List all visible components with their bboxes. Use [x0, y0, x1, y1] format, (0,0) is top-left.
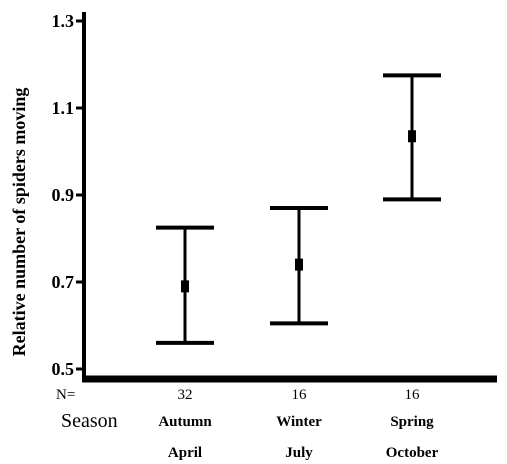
n-value-label: 16: [292, 387, 308, 403]
n-value-label: 16: [405, 387, 421, 403]
mean-marker: [408, 130, 416, 143]
y-axis-ticks: 0.5 0.7 0.9 1.1 1.3: [52, 11, 84, 379]
y-tick-label: 0.9: [52, 185, 75, 205]
month-label: April: [168, 445, 202, 461]
y-tick-label: 0.5: [52, 359, 75, 379]
season-row-label: Season: [61, 410, 118, 432]
season-label: Autumn: [158, 414, 212, 430]
month-label: October: [386, 445, 439, 461]
y-tick-label: 0.7: [52, 272, 75, 292]
mean-marker: [295, 258, 303, 271]
y-tick-label: 1.1: [52, 98, 75, 118]
month-label: July: [285, 445, 313, 461]
y-axis-label: Relative number of spiders moving: [9, 88, 29, 357]
season-label: Spring: [390, 414, 434, 430]
mean-marker: [181, 280, 189, 293]
category-labels: 32 Autumn April 16 Winter July 16 Spring October: [158, 387, 438, 461]
n-row-label: N=: [56, 387, 75, 403]
season-label: Winter: [276, 414, 322, 430]
y-tick-label: 1.3: [52, 11, 75, 31]
error-bars: [156, 73, 441, 345]
n-value-label: 32: [178, 387, 193, 403]
